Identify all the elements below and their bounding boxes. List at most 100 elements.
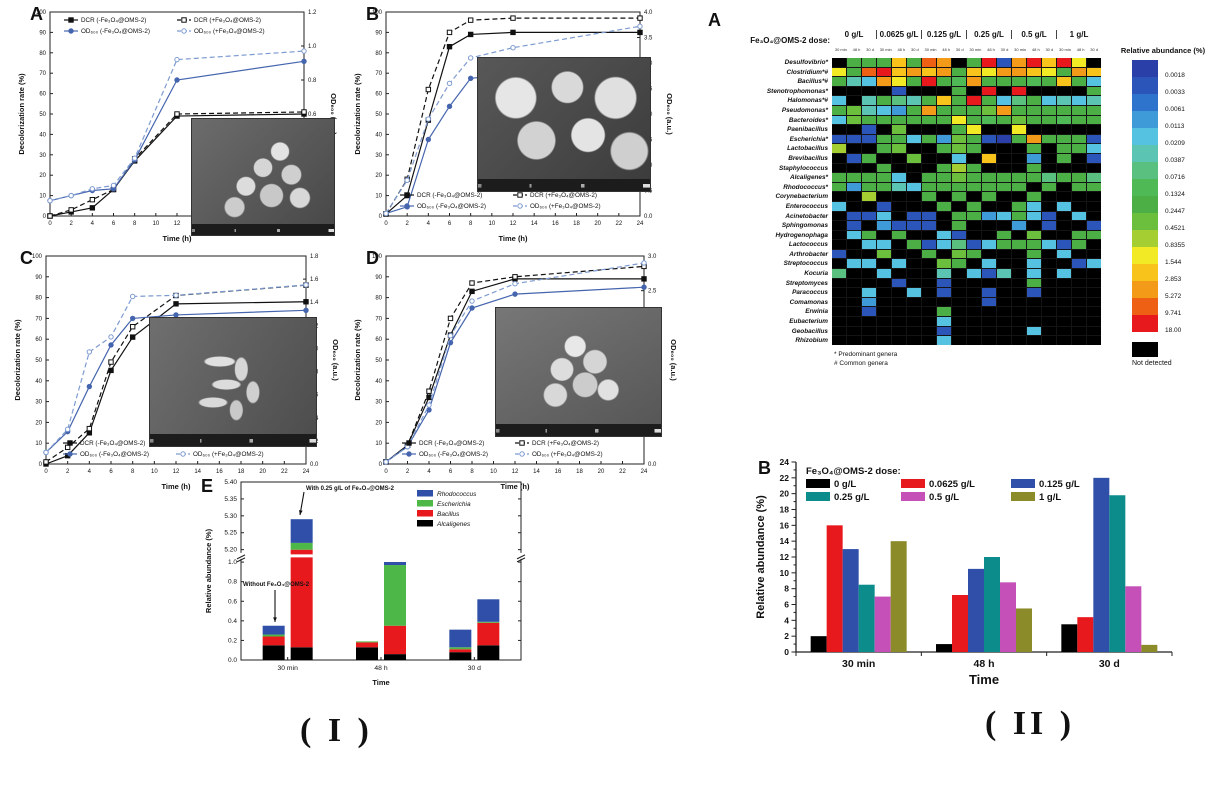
heatmap-cell <box>847 259 861 269</box>
heatmap-cell <box>922 288 936 297</box>
panel-ID-label: D <box>366 248 379 268</box>
heatmap-cell <box>937 182 951 192</box>
x-tick-label: 16 <box>555 469 562 475</box>
heatmap-row-label: Corynebacterium <box>775 193 828 201</box>
heatmap-cell <box>1027 307 1041 317</box>
heatmap-cell <box>847 153 861 163</box>
heatmap-cell <box>892 230 906 240</box>
x-tick-label: 18 <box>238 469 245 475</box>
heatmap-cell <box>832 336 846 345</box>
heatmap-time-sublabel-group: 30 min 48 h 30 d <box>922 47 967 52</box>
heatmap-row-label: Halomonas*# <box>787 97 829 105</box>
data-point-marker <box>131 155 138 161</box>
heatmap-cell <box>862 105 876 115</box>
heatmap-cell <box>1072 269 1086 278</box>
heatmap-cell <box>892 259 906 269</box>
heatmap-cell <box>847 211 861 221</box>
heatmap-cell <box>1042 163 1056 173</box>
heatmap-cell <box>922 105 936 115</box>
heatmap-cell <box>907 86 921 96</box>
data-point-marker <box>108 334 114 340</box>
heatmap-cell <box>937 297 951 307</box>
heatmap-cell <box>952 288 966 297</box>
heatmap-cell <box>982 144 996 153</box>
data-point-marker <box>301 48 307 54</box>
stacked-bar-segment <box>449 647 472 650</box>
heatmap-cell <box>832 278 846 288</box>
line-chart-IA: 0246810121416182022240102030405060708090… <box>17 10 338 243</box>
heatmap-cell <box>847 297 861 307</box>
heatmap-cell <box>982 249 996 259</box>
heatmap-cell <box>877 307 891 317</box>
heatmap-row-label: Hydrogenophaga <box>775 231 828 239</box>
heatmap-row-label: Arthrobacter <box>789 250 828 258</box>
heatmap-cell <box>922 163 936 173</box>
heatmap-cell <box>997 77 1011 86</box>
heatmap-cell <box>877 86 891 96</box>
y-tick-label: 10 <box>780 568 790 578</box>
y-left-tick-label: 30 <box>35 400 42 406</box>
x-tick-label: 4 <box>427 221 431 227</box>
heatmap-cell <box>832 326 846 336</box>
heatmap-cell <box>1072 259 1086 269</box>
heatmap-cell <box>1057 153 1071 163</box>
y-tick-label: 0.6 <box>228 598 237 605</box>
heatmap-cell <box>907 115 921 125</box>
colorbar-row: 5.272 <box>1132 281 1185 300</box>
y-left-tick-label: 30 <box>375 153 382 159</box>
bar <box>810 636 827 652</box>
heatmap-cell <box>952 153 966 163</box>
heatmap-cell <box>997 326 1011 336</box>
heatmap-cell <box>862 269 876 278</box>
heatmap-cell <box>1012 317 1026 326</box>
heatmap-cell <box>997 201 1011 211</box>
heatmap-cell <box>892 125 906 134</box>
data-point-marker <box>469 288 475 295</box>
colorbar-value: 0.8355 <box>1165 242 1185 249</box>
line-chart-IB: 0 2 4 6 8 10 12 14 16 18 20 22 240102030405060708090… <box>353 10 674 243</box>
heatmap-cell <box>847 269 861 278</box>
colorbar-swatch <box>1132 77 1158 94</box>
x-tick-label: 10 <box>490 469 497 475</box>
heatmap-cell <box>1057 326 1071 336</box>
heatmap-cell <box>892 115 906 125</box>
sem-inset-micrograph-IB <box>476 57 652 193</box>
heatmap-cell <box>1042 249 1056 259</box>
heatmap-cell <box>982 240 996 249</box>
heatmap-cell <box>967 192 981 201</box>
heatmap-cell <box>832 192 846 201</box>
legend-label: Rhodococcus <box>437 491 477 498</box>
heatmap-cell <box>862 86 876 96</box>
heatmap-cell <box>1012 288 1026 297</box>
heatmap-cell <box>997 317 1011 326</box>
data-point-marker <box>637 15 643 21</box>
heatmap-cell <box>967 288 981 297</box>
y-left-tick-label: 100 <box>32 254 43 260</box>
heatmap-cell <box>862 259 876 269</box>
heatmap-time-sublabel: 30 min <box>879 47 892 52</box>
heatmap-dose-header: 0.0625 g/L <box>876 30 921 39</box>
bar <box>1077 617 1094 652</box>
heatmap-cell <box>1072 317 1086 326</box>
x-tick-label: 8 <box>133 221 137 227</box>
legend-label: Escherichia <box>437 501 471 508</box>
heatmap-cell <box>967 105 981 115</box>
heatmap-cell <box>847 307 861 317</box>
heatmap-time-sublabel-group: 30 min 48 h 30 d <box>832 47 877 52</box>
y-right-axis-label: OD₆₀₀ (a.u.) <box>331 339 340 381</box>
heatmap-cell <box>1057 58 1071 67</box>
heatmap-cell <box>922 317 936 326</box>
panel-IB-line-chart: B 0 2 4 6 8 10 12 14 16 18 20 22 24 0 10 20 30 40 50 60 70 80… <box>344 4 676 246</box>
heatmap-cell <box>937 278 951 288</box>
heatmap-cell <box>907 297 921 307</box>
heatmap-cell <box>907 230 921 240</box>
heatmap-cell <box>1012 240 1026 249</box>
heatmap-cell <box>892 249 906 259</box>
heatmap-cell <box>1072 96 1086 105</box>
y-right-tick-label: 0.8 <box>308 78 317 84</box>
data-point-marker <box>447 333 454 339</box>
colorbar-swatch <box>1132 230 1158 247</box>
y-tick-label: 16 <box>780 520 790 530</box>
data-point-marker <box>469 280 475 286</box>
